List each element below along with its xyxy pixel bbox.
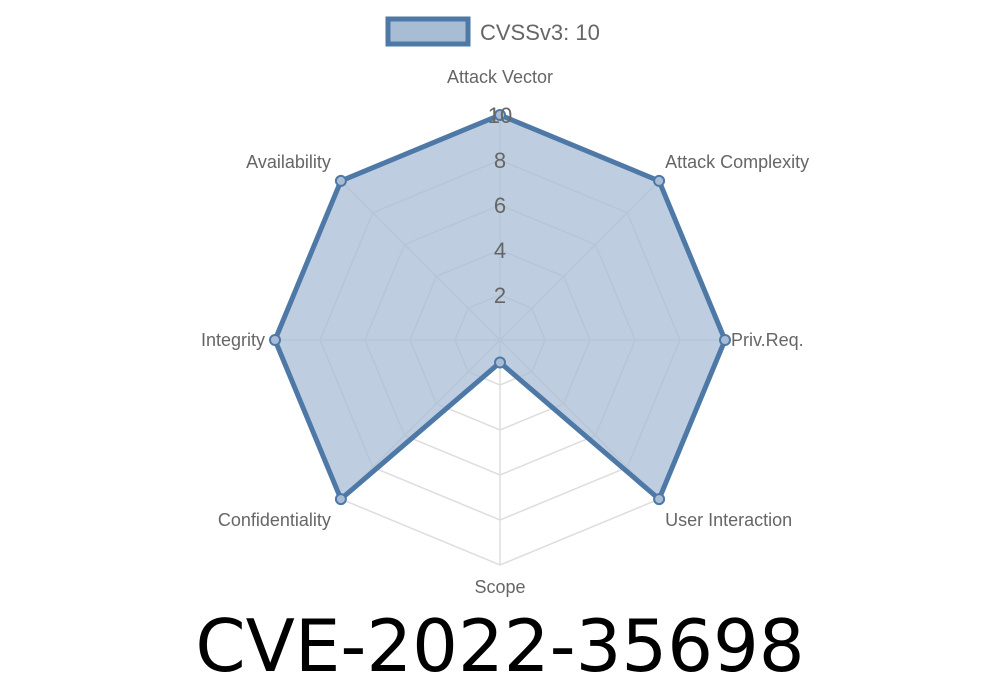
data-point (653, 493, 666, 506)
legend: CVSSv3: 10 (385, 16, 600, 47)
legend-label: CVSSv3: 10 (480, 20, 600, 45)
axis-label: User Interaction (665, 510, 792, 530)
tick-label: 8 (494, 148, 506, 173)
data-point (334, 174, 347, 187)
tick-label: 4 (494, 238, 506, 263)
legend-swatch (385, 16, 471, 47)
tick-label: 6 (494, 193, 506, 218)
tick-label: 2 (494, 283, 506, 308)
page-title: CVE-2022-35698 (195, 604, 805, 688)
axis-label: Attack Vector (447, 67, 553, 87)
data-point (334, 493, 347, 506)
data-point (719, 334, 731, 346)
radar-chart: CVSSv3: 10 2 4 6 8 10 Attack Vector Attack Co… (201, 16, 809, 597)
tick-label: 10 (488, 103, 512, 128)
axis-label: Scope (474, 577, 525, 597)
axis-label: Availability (246, 152, 331, 172)
axis-label: Priv.Req. (731, 330, 804, 350)
axis-label: Integrity (201, 330, 265, 350)
data-point (494, 356, 506, 369)
data-point (269, 334, 281, 346)
axis-label: Confidentiality (218, 510, 331, 530)
data-point (494, 109, 506, 121)
axis-label: Attack Complexity (665, 152, 809, 172)
data-point (653, 174, 666, 187)
